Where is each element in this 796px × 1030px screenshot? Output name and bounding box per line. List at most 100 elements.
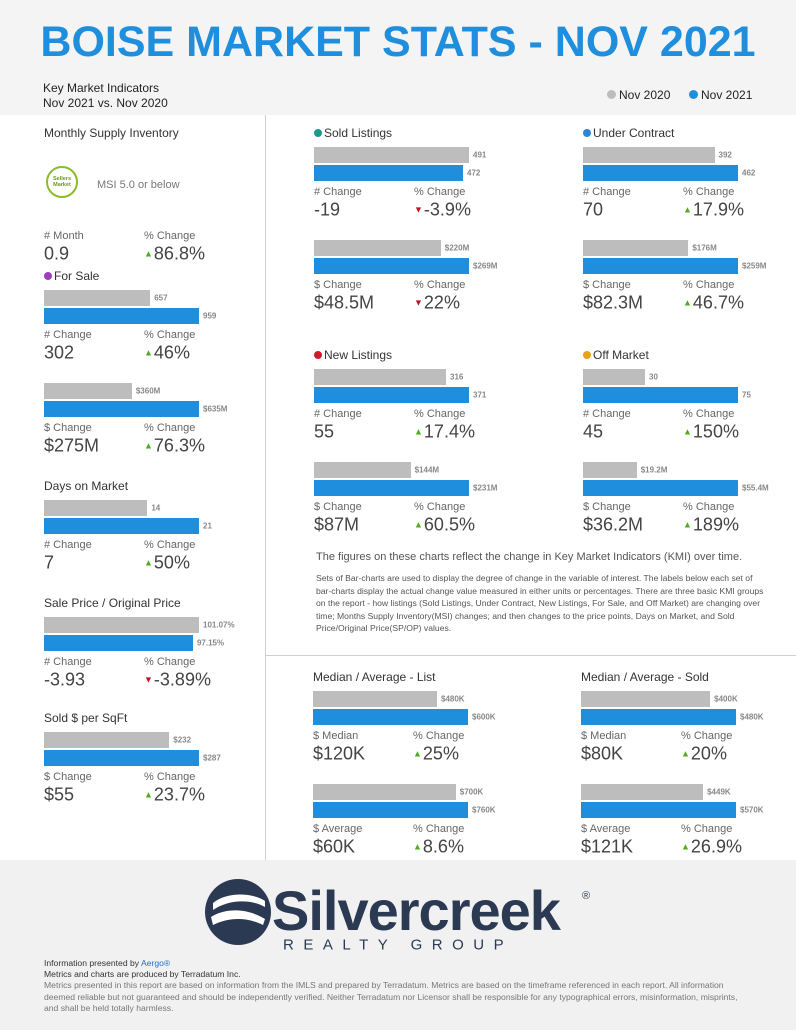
bar-label: 97.15% xyxy=(196,638,225,648)
bar-label: 392 xyxy=(718,150,732,160)
bar xyxy=(313,691,437,707)
trend-icon: ▲ xyxy=(144,789,153,800)
trend-icon: ▲ xyxy=(683,297,692,308)
stat-value-text: 17.9% xyxy=(692,199,744,220)
stat-value-text: 0.9 xyxy=(44,243,70,264)
stat-label: % Change xyxy=(681,823,733,835)
stat-value: 70 xyxy=(583,200,603,221)
logo-icon xyxy=(205,879,271,945)
legend-swatch xyxy=(607,90,616,99)
bar-label: 316 xyxy=(450,372,464,382)
trend-icon: ▼ xyxy=(414,297,423,308)
stat-value-text: 46.7% xyxy=(692,292,744,313)
stat-label: $ Change xyxy=(314,501,362,513)
stat-value: ▲46% xyxy=(144,343,190,364)
stat-value: $120K xyxy=(313,744,365,765)
stat-value-text: -19 xyxy=(314,199,341,220)
stat-label: % Change xyxy=(414,501,466,513)
bar-label: $55.4M xyxy=(742,483,769,493)
bar-label: $232 xyxy=(173,735,192,745)
logo-mark: ® xyxy=(582,890,591,902)
bar xyxy=(581,709,736,725)
trend-icon: ▼ xyxy=(144,674,153,685)
stat-value: 302 xyxy=(44,343,74,364)
panel-dot xyxy=(44,272,52,280)
trend-icon: ▲ xyxy=(681,841,690,852)
stat-value-text: 25% xyxy=(422,743,459,764)
bar xyxy=(313,709,468,725)
stat-value: $55 xyxy=(44,785,74,806)
bar-label: 75 xyxy=(742,390,751,400)
bar-label: $400K xyxy=(714,694,738,704)
bar xyxy=(583,165,738,181)
panel-dot xyxy=(314,129,322,137)
trend-icon: ▲ xyxy=(144,248,153,259)
bar xyxy=(583,480,738,496)
bar xyxy=(44,500,148,516)
bar xyxy=(314,165,463,181)
bar-label: $19.2M xyxy=(640,465,668,475)
footer-bg xyxy=(0,860,796,1030)
stat-label: % Change xyxy=(144,230,196,242)
stat-label: $ Average xyxy=(313,823,363,835)
divider-vertical xyxy=(265,115,266,860)
bar xyxy=(44,383,132,399)
bar-label: $287 xyxy=(203,753,221,763)
stat-value-text: 22% xyxy=(423,292,460,313)
panel-title: Monthly Supply Inventory xyxy=(44,126,179,140)
trend-icon: ▲ xyxy=(683,426,692,437)
stat-label: % Change xyxy=(413,730,465,742)
stat-value-text: $275M xyxy=(44,435,100,456)
produced-by: Metrics and charts are produced by Terra… xyxy=(44,969,241,979)
bar-label: $220M xyxy=(444,243,470,253)
stat-value: $87M xyxy=(314,515,359,536)
panel-title: Median / Average - List xyxy=(313,670,436,684)
bar xyxy=(314,240,441,256)
bar-label: 657 xyxy=(154,293,168,303)
legend-swatch xyxy=(689,90,698,99)
stat-value: ▲25% xyxy=(413,744,459,765)
stat-value-text: 46% xyxy=(153,342,190,363)
stat-label: % Change xyxy=(144,329,196,341)
stat-label: % Change xyxy=(144,422,196,434)
stat-label: $ Average xyxy=(581,823,631,835)
stat-value: -19 xyxy=(314,200,340,221)
stat-value: ▲76.3% xyxy=(144,436,205,457)
stat-label: # Change xyxy=(314,408,362,420)
trend-icon: ▼ xyxy=(414,204,423,215)
stat-label: # Change xyxy=(44,329,92,341)
stat-label: $ Median xyxy=(313,730,359,742)
bar xyxy=(314,258,469,274)
stat-value: ▼-3.9% xyxy=(414,200,471,221)
stat-label: $ Change xyxy=(44,422,92,434)
stat-label: % Change xyxy=(683,279,735,291)
bar-label: 30 xyxy=(649,372,658,382)
panel-title: Sold $ per SqFt xyxy=(44,711,128,725)
bar-label: $231M xyxy=(473,483,498,493)
stat-value-text: $121K xyxy=(581,836,634,857)
logo-name: Silvercreek xyxy=(272,879,561,942)
bar xyxy=(314,147,469,163)
stat-value: ▼22% xyxy=(414,293,460,314)
stat-value-text: 17.4% xyxy=(423,421,475,442)
panel-title: Off Market xyxy=(593,348,649,362)
bar xyxy=(583,258,738,274)
stat-label: % Change xyxy=(683,501,735,513)
bar-label: $269M xyxy=(473,261,498,271)
disclaimer: Metrics presented in this report are bas… xyxy=(44,980,738,1013)
bar-label: 21 xyxy=(203,521,212,531)
stat-value-text: $48.5M xyxy=(314,292,375,313)
stat-label: # Change xyxy=(314,186,362,198)
stat-label: $ Change xyxy=(314,279,362,291)
stat-value: $82.3M xyxy=(583,293,643,314)
stat-value: ▲23.7% xyxy=(144,785,205,806)
trend-icon: ▲ xyxy=(144,557,153,568)
bar xyxy=(314,462,411,478)
bar-label: $176M xyxy=(692,243,717,253)
stat-value-text: 86.8% xyxy=(153,243,205,264)
trend-icon: ▲ xyxy=(413,748,422,759)
stat-value-text: -3.89% xyxy=(153,669,211,690)
bar xyxy=(44,308,199,324)
bar-label: 371 xyxy=(473,390,487,400)
stat-value-text: 302 xyxy=(44,342,75,363)
